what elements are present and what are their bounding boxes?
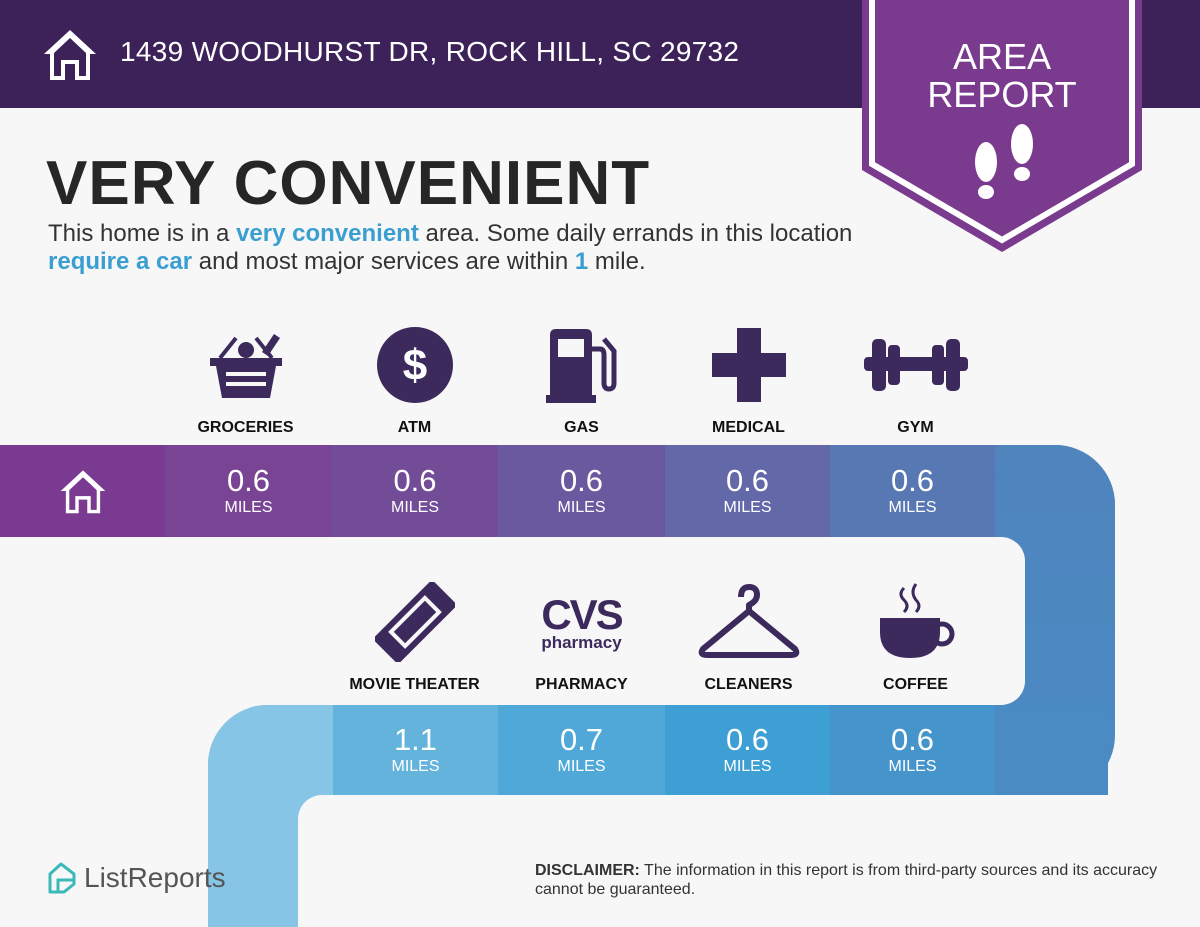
property-address: 1439 WOODHURST DR, ROCK HILL, SC 29732 <box>120 36 740 67</box>
disclaimer: DISCLAIMER: The information in this repo… <box>535 862 1158 898</box>
dollar-icon: $ <box>376 327 453 403</box>
inner-gap <box>0 537 1025 705</box>
coffee-distance: 0.6 MILES <box>830 705 995 795</box>
category-pharmacy: CVS pharmacy PHARMACY <box>498 582 665 694</box>
groceries-distance: 0.6 MILES <box>165 445 332 537</box>
category-atm: $ ATM <box>331 325 498 437</box>
category-movie-theater: MOVIE THEATER <box>331 582 498 694</box>
gym-label: GYM <box>897 419 934 436</box>
house-icon <box>60 470 105 514</box>
description: This home is in a very convenient area. … <box>48 220 853 275</box>
gym-distance: 0.6 MILES <box>830 445 995 537</box>
house-icon <box>44 30 96 80</box>
category-gas: GAS <box>498 325 665 437</box>
ticket-icon <box>374 582 455 662</box>
medical-distance: 0.6 MILES <box>665 445 830 537</box>
dumbbell-icon <box>863 339 968 391</box>
badge-line2: REPORT <box>927 74 1077 115</box>
inner-gap-bottom <box>298 795 1200 927</box>
badge-line1: AREA <box>952 36 1052 77</box>
category-medical: MEDICAL <box>665 325 832 437</box>
area-report-title: AREA REPORT <box>862 38 1142 114</box>
category-cleaners: CLEANERS <box>665 582 832 694</box>
movie-theater-label: MOVIE THEATER <box>349 676 480 693</box>
home-cell <box>0 445 165 537</box>
area-report-badge <box>862 0 1142 252</box>
atm-label: ATM <box>397 419 432 436</box>
atm-distance: 0.6 MILES <box>332 445 498 537</box>
movie-theater-distance: 1.1 MILES <box>333 705 498 795</box>
category-groceries: GROCERIES <box>162 325 329 437</box>
listreports-logo-icon <box>48 862 76 894</box>
medical-label: MEDICAL <box>712 419 785 436</box>
pharmacy-label: PHARMACY <box>535 676 628 693</box>
grocery-basket-icon <box>209 334 282 398</box>
cvs-pharmacy-logo: CVS pharmacy <box>541 590 623 652</box>
category-gym: GYM <box>832 325 999 437</box>
gas-pump-icon <box>545 329 616 403</box>
footprints-icon <box>975 124 1033 199</box>
hanger-icon <box>698 584 799 658</box>
brand-name: ListReports <box>84 862 226 893</box>
category-coffee: COFFEE <box>832 582 999 694</box>
pharmacy-distance: 0.7 MILES <box>498 705 665 795</box>
listreports-logo: ListReports <box>46 862 226 894</box>
svg-text:$: $ <box>402 341 426 390</box>
coffee-label: COFFEE <box>883 676 948 693</box>
cleaners-label: CLEANERS <box>704 676 793 693</box>
cleaners-distance: 0.6 MILES <box>665 705 830 795</box>
coffee-cup-icon <box>879 583 954 658</box>
gas-label: GAS <box>564 419 599 436</box>
medical-cross-icon <box>711 328 786 402</box>
gas-distance: 0.6 MILES <box>498 445 665 537</box>
page-title: VERY CONVENIENT <box>46 149 651 218</box>
groceries-label: GROCERIES <box>197 419 294 436</box>
